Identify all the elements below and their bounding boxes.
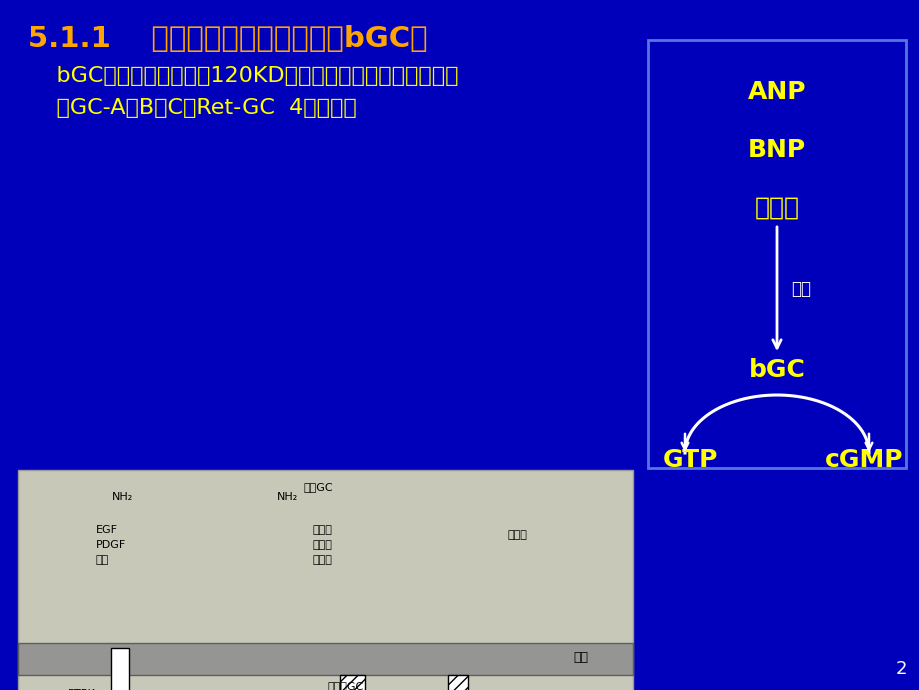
Bar [18, 643, 632, 676]
Text: 可溶性GC: 可溶性GC [328, 681, 364, 690]
Text: 膜上GC: 膜上GC [303, 482, 333, 492]
Text: RTPK: RTPK [68, 689, 96, 690]
Text: 脑肠肽: 脑肠肽 [312, 540, 333, 550]
Text: 肠毒素: 肠毒素 [754, 196, 799, 220]
Text: bGC是一种分子量约为120KD、横跨细胞膜的单链糖蛋白，: bGC是一种分子量约为120KD、横跨细胞膜的单链糖蛋白， [28, 66, 458, 86]
Text: 细胞外: 细胞外 [507, 530, 528, 540]
Bar [111, 648, 129, 690]
Text: 质膜: 质膜 [573, 651, 587, 664]
Text: NH₂: NH₂ [112, 492, 133, 502]
Text: 受体: 受体 [96, 555, 109, 565]
Text: 心钠素: 心钠素 [312, 525, 333, 535]
Bar [448, 676, 468, 690]
Text: 激活: 激活 [790, 280, 811, 298]
Text: GTP: GTP [662, 448, 717, 472]
Bar [647, 40, 905, 468]
Text: bGC: bGC [748, 358, 804, 382]
Text: NH₂: NH₂ [277, 492, 299, 502]
Text: BNP: BNP [747, 138, 805, 162]
Text: 肠毒素: 肠毒素 [312, 555, 333, 565]
Text: 2: 2 [894, 660, 906, 678]
Text: EGF: EGF [96, 525, 118, 535]
Text: PDGF: PDGF [96, 540, 126, 550]
Text: ANP: ANP [747, 80, 805, 104]
Bar [340, 676, 365, 690]
Bar [18, 470, 632, 690]
Text: cGMP: cGMP [823, 448, 902, 472]
Text: 有GC-A、B、C和Ret-GC  4个亚型。: 有GC-A、B、C和Ret-GC 4个亚型。 [28, 98, 357, 118]
Text: 5.1.1    膜结合型鸟苷酸环化酶（bGC）: 5.1.1 膜结合型鸟苷酸环化酶（bGC） [28, 25, 427, 53]
